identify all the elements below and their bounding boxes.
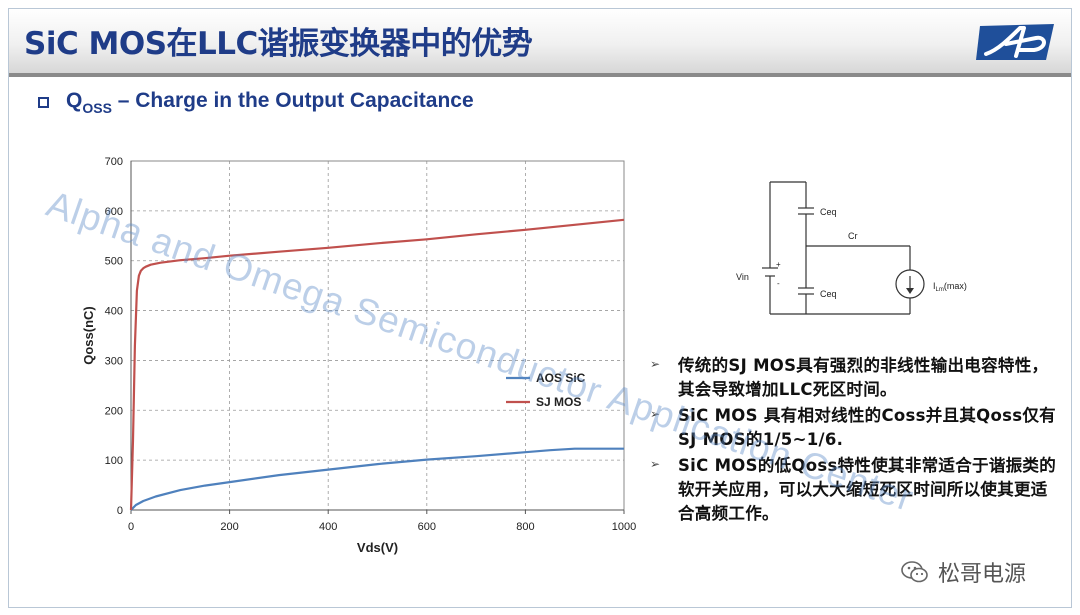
cr-label: Cr	[848, 231, 858, 241]
notes-list: ➢ 传统的SJ MOS具有强烈的非线性输出电容特性，其会导致增加LLC死区时间。…	[648, 354, 1058, 528]
subheading-subscript: OSS	[82, 100, 112, 116]
x-tick-label: 1000	[612, 521, 636, 533]
y-tick-label: 200	[105, 405, 123, 417]
y-axis-label: Qoss(nC)	[81, 306, 96, 365]
ceq-top-label: Ceq	[820, 207, 837, 217]
y-tick-label: 300	[105, 355, 123, 367]
x-tick-label: 0	[128, 521, 134, 533]
im-label: ILm(max)	[933, 281, 967, 293]
y-tick-label: 400	[105, 306, 123, 318]
square-bullet-icon	[38, 97, 49, 108]
arrow-right-icon: ➢	[650, 357, 661, 371]
llc-circuit-diagram: Vin + - Ceq Ceq Cr ILm(max)	[736, 181, 967, 315]
note-item-2: ➢ SiC MOS 具有相对线性的Coss并且其Qoss仅有SJ MOS的1/5…	[648, 404, 1058, 452]
note-text-2: SiC MOS 具有相对线性的Coss并且其Qoss仅有SJ MOS的1/5~1…	[678, 406, 1056, 449]
legend-label: AOS SiC	[536, 371, 586, 385]
y-tick-label: 700	[105, 156, 123, 168]
minus-sign: -	[777, 279, 780, 288]
x-tick-label: 800	[516, 521, 534, 533]
x-tick-label: 200	[220, 521, 238, 533]
subheading-rest: – Charge in the Output Capacitance	[111, 89, 474, 112]
brand-name: 松哥电源	[938, 562, 1027, 587]
plot-area	[130, 160, 625, 511]
note-item-3: ➢ SiC MOS的低Qoss特性使其非常适合于谐振类的软开关应用，可以大大缩短…	[648, 454, 1058, 526]
y-tick-label: 100	[105, 455, 123, 467]
x-tick-label: 600	[418, 521, 436, 533]
note-text-3: SiC MOS的低Qoss特性使其非常适合于谐振类的软开关应用，可以大大缩短死区…	[678, 456, 1057, 523]
x-axis-label: Vds(V)	[357, 540, 398, 555]
note-item-1: ➢ 传统的SJ MOS具有强烈的非线性输出电容特性，其会导致增加LLC死区时间。	[648, 354, 1058, 402]
series-line-sj-mos	[129, 218, 625, 511]
vin-label: Vin	[736, 272, 749, 282]
note-text-1: 传统的SJ MOS具有强烈的非线性输出电容特性，其会导致增加LLC死区时间。	[678, 356, 1049, 399]
plus-sign: +	[776, 260, 781, 269]
x-tick-label: 400	[319, 521, 337, 533]
subheading-q: Q	[66, 89, 83, 112]
ceq-bottom-label: Ceq	[820, 289, 837, 299]
y-tick-label: 0	[117, 505, 123, 517]
title-bar	[9, 9, 1071, 73]
slide-title: SiC MOS在LLC谐振变换器中的优势	[24, 26, 533, 62]
subheading: QOSS – Charge in the Output Capacitance	[66, 89, 474, 116]
y-tick-label: 500	[105, 256, 123, 268]
wechat-icon	[901, 561, 928, 583]
legend-label: SJ MOS	[536, 395, 581, 409]
series-line-aos-sic	[130, 447, 624, 511]
brand-badge: 松哥电源	[900, 556, 1026, 588]
slide-frame	[8, 8, 1072, 608]
title-underline	[9, 73, 1071, 77]
qoss-chart: 0 100 200 300 400 500 600 700 0 200 400 600 800 1000 V…	[81, 156, 636, 555]
arrow-right-icon: ➢	[650, 457, 661, 471]
y-tick-label: 600	[105, 206, 123, 218]
aos-logo	[976, 24, 1054, 60]
arrow-right-icon: ➢	[650, 407, 661, 421]
